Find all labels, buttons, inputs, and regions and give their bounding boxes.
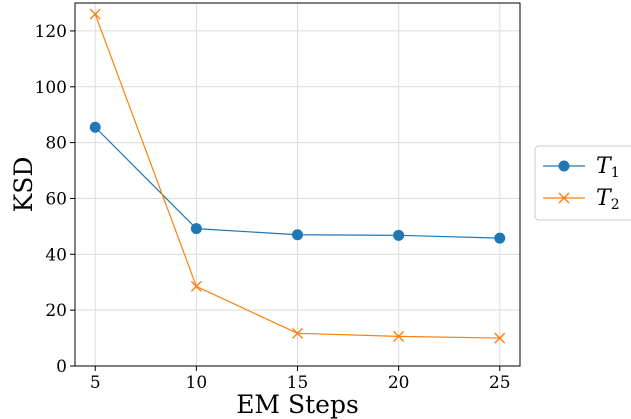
legend-subscript: 2 [611, 197, 620, 213]
legend-name: T [596, 186, 613, 211]
series-layer [89, 8, 506, 344]
y-axis-label: KSD [9, 157, 38, 213]
legend-label: T1 [596, 154, 620, 181]
data-point [89, 8, 101, 20]
y-tick-label: 100 [35, 78, 67, 98]
data-point [393, 229, 405, 241]
legend-name: T [596, 154, 613, 179]
x-tick-label: 10 [186, 373, 208, 393]
y-tick-label: 0 [56, 357, 67, 377]
x-tick-label: 20 [388, 373, 410, 393]
x-tick-label: 5 [90, 373, 101, 393]
y-tick-label: 120 [35, 22, 67, 42]
x-axis-label: EM Steps [236, 390, 359, 419]
data-point [393, 330, 405, 342]
x-tick-label: 15 [287, 373, 309, 393]
data-point [190, 223, 202, 235]
legend-label: T2 [596, 186, 620, 213]
y-tick-label: 80 [45, 134, 67, 154]
y-tick-label: 20 [45, 301, 67, 321]
data-point [494, 232, 506, 244]
data-point [89, 121, 101, 133]
data-point [292, 229, 303, 241]
data-point [494, 332, 506, 344]
series-T2 [89, 8, 506, 344]
x-tick-label: 25 [489, 373, 511, 393]
data-point [190, 280, 202, 292]
axis-ticks: 5 10 15 20 25 0 20 40 60 80 100 120 [35, 22, 511, 393]
data-point [292, 327, 303, 339]
legend-subscript: 1 [611, 165, 620, 181]
legend-marker [558, 192, 570, 204]
legend-marker [558, 160, 570, 172]
y-tick-label: 40 [45, 245, 67, 265]
y-tick-label: 60 [45, 189, 67, 209]
legend-entry: T2 [543, 186, 620, 213]
grid-lines [75, 3, 520, 367]
legend-entry: T1 [543, 154, 620, 181]
